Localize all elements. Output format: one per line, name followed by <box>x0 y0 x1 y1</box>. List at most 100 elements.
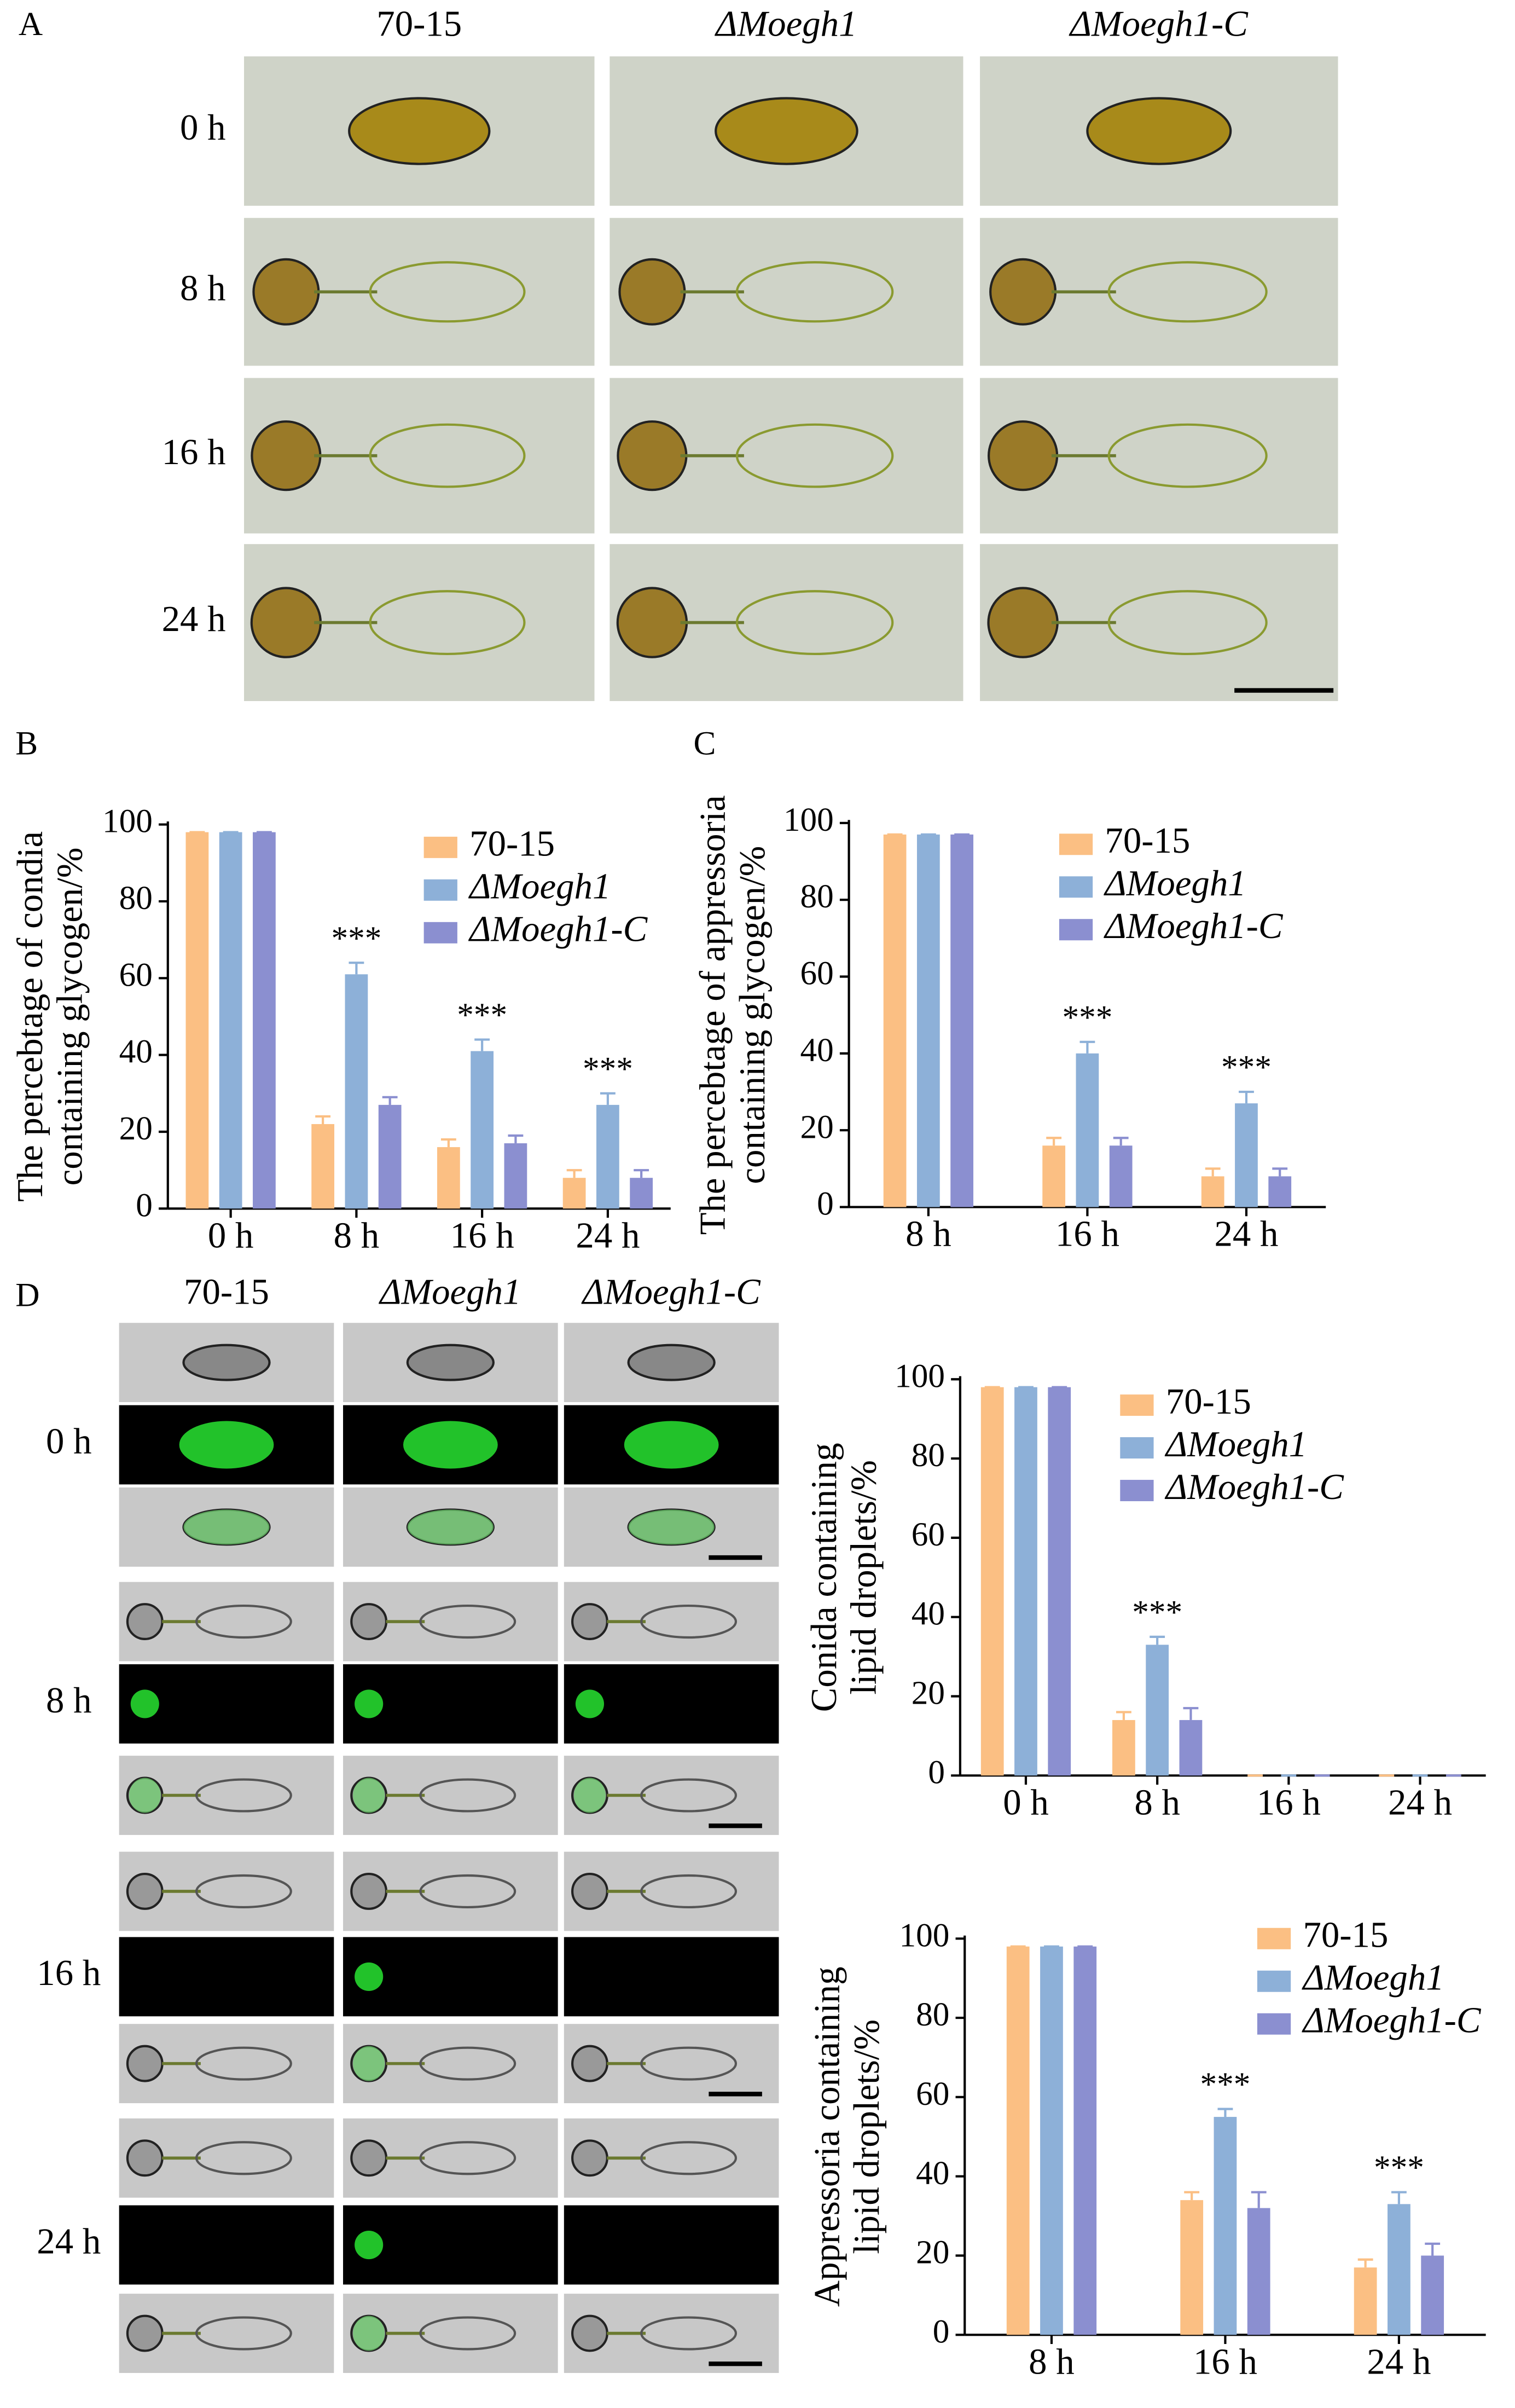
x-tick-label: 8 h <box>334 1215 380 1255</box>
appressorium <box>571 2045 608 2082</box>
significance: *** <box>331 919 381 957</box>
y-tick-label: 80 <box>800 878 833 915</box>
error-bar <box>1205 1167 1221 1177</box>
conidium <box>369 423 526 488</box>
bar <box>916 834 940 1207</box>
x-tick-label: 24 h <box>576 1215 640 1255</box>
bar <box>1235 1103 1258 1207</box>
appressorium <box>618 258 686 326</box>
conidium <box>1107 423 1268 488</box>
error-bar <box>474 1038 490 1051</box>
error-bar <box>634 1169 649 1178</box>
conidium <box>195 1778 292 1813</box>
y-tick-label: 20 <box>119 1110 153 1147</box>
bar <box>1388 2204 1410 2335</box>
y-tick-label: 0 <box>928 1753 945 1791</box>
row-label: 16 h <box>162 432 226 472</box>
lipid-signal <box>355 2230 384 2260</box>
error-bar <box>600 1092 616 1105</box>
fluorescence <box>564 1937 779 2017</box>
lipid-signal <box>179 1421 274 1469</box>
appressorium <box>350 1873 388 1910</box>
conidium <box>735 261 894 323</box>
row-label: 8 h <box>46 1680 92 1721</box>
y-tick-label: 40 <box>119 1033 153 1070</box>
y-axis-label: containing glycogen/% <box>732 846 773 1184</box>
column-header: ΔMoegh1-C <box>581 1271 761 1312</box>
error-bar <box>1150 1635 1165 1645</box>
conidium <box>1107 590 1268 656</box>
error-bar <box>1116 1711 1131 1720</box>
y-tick-label: 40 <box>916 2155 949 2192</box>
legend-label: ΔMoegh1 <box>1103 863 1246 904</box>
bar <box>1201 1176 1224 1207</box>
legend-swatch <box>423 879 457 901</box>
y-tick-label: 20 <box>800 1108 833 1145</box>
error-bar <box>508 1134 524 1144</box>
x-tick-label: 24 h <box>1214 1214 1278 1254</box>
y-tick-label: 100 <box>895 1357 945 1394</box>
overlay <box>628 1509 715 1545</box>
bar <box>437 1147 460 1209</box>
conidium <box>627 1344 716 1381</box>
conidium <box>715 97 858 165</box>
bar <box>1247 2208 1270 2335</box>
conidium <box>419 2316 516 2351</box>
panel-label: B <box>15 725 38 762</box>
conidium <box>735 423 894 488</box>
conidium <box>640 1874 738 1908</box>
y-tick-label: 0 <box>933 2313 950 2350</box>
conidium <box>182 1344 271 1381</box>
appressorium <box>616 587 688 658</box>
y-tick-label: 100 <box>899 1917 950 1954</box>
x-tick-label: 8 h <box>1134 1782 1180 1822</box>
y-axis-label: Conida containing <box>804 1443 844 1712</box>
appressorium <box>251 420 322 491</box>
legend-label: 70-15 <box>469 824 555 864</box>
appressorium <box>350 1603 388 1640</box>
row-label: 16 h <box>37 1953 101 1993</box>
overlay <box>353 1778 385 1813</box>
row-label: 8 h <box>180 268 226 309</box>
error-bar <box>1217 2108 1233 2117</box>
appressorium <box>571 2314 608 2352</box>
conidium <box>195 1874 292 1908</box>
legend-swatch <box>1257 1970 1291 1992</box>
y-tick-label: 80 <box>912 1437 945 1474</box>
appressorium <box>252 258 320 326</box>
bar <box>1076 1053 1099 1207</box>
lipid-signal <box>355 1962 384 1991</box>
error-bar <box>1183 1707 1199 1720</box>
error-bar <box>1046 1137 1062 1146</box>
bar <box>1112 1720 1135 1776</box>
error-bar <box>1079 1040 1095 1054</box>
appressorium <box>571 1603 608 1640</box>
column-header: ΔMoegh1 <box>378 1271 521 1312</box>
appressorium <box>126 1873 164 1910</box>
error-bar <box>1251 2191 1267 2208</box>
legend-label: 70-15 <box>1303 1915 1388 1955</box>
conidium <box>735 590 894 656</box>
bar <box>883 834 907 1207</box>
legend-swatch <box>423 836 457 858</box>
significance: *** <box>1221 1049 1272 1086</box>
overlay <box>183 1509 270 1545</box>
bar <box>1006 1946 1030 2335</box>
y-axis-label: The percebtage of appressoria <box>693 795 733 1235</box>
legend-swatch <box>1120 1480 1154 1502</box>
y-tick-label: 20 <box>916 2234 949 2271</box>
lipid-signal <box>403 1421 498 1469</box>
row-label: 0 h <box>46 1421 92 1461</box>
legend-label: ΔMoegh1-C <box>468 909 648 950</box>
legend-label: 70-15 <box>1105 820 1190 861</box>
error-bar <box>1113 1137 1129 1146</box>
y-tick-label: 0 <box>136 1186 153 1224</box>
legend-label: ΔMoegh1-C <box>1103 906 1283 946</box>
y-tick-label: 40 <box>912 1595 945 1633</box>
bar <box>345 974 368 1209</box>
legend-swatch <box>1257 2013 1291 2035</box>
legend-swatch <box>1120 1394 1154 1416</box>
conidium <box>640 2046 738 2081</box>
